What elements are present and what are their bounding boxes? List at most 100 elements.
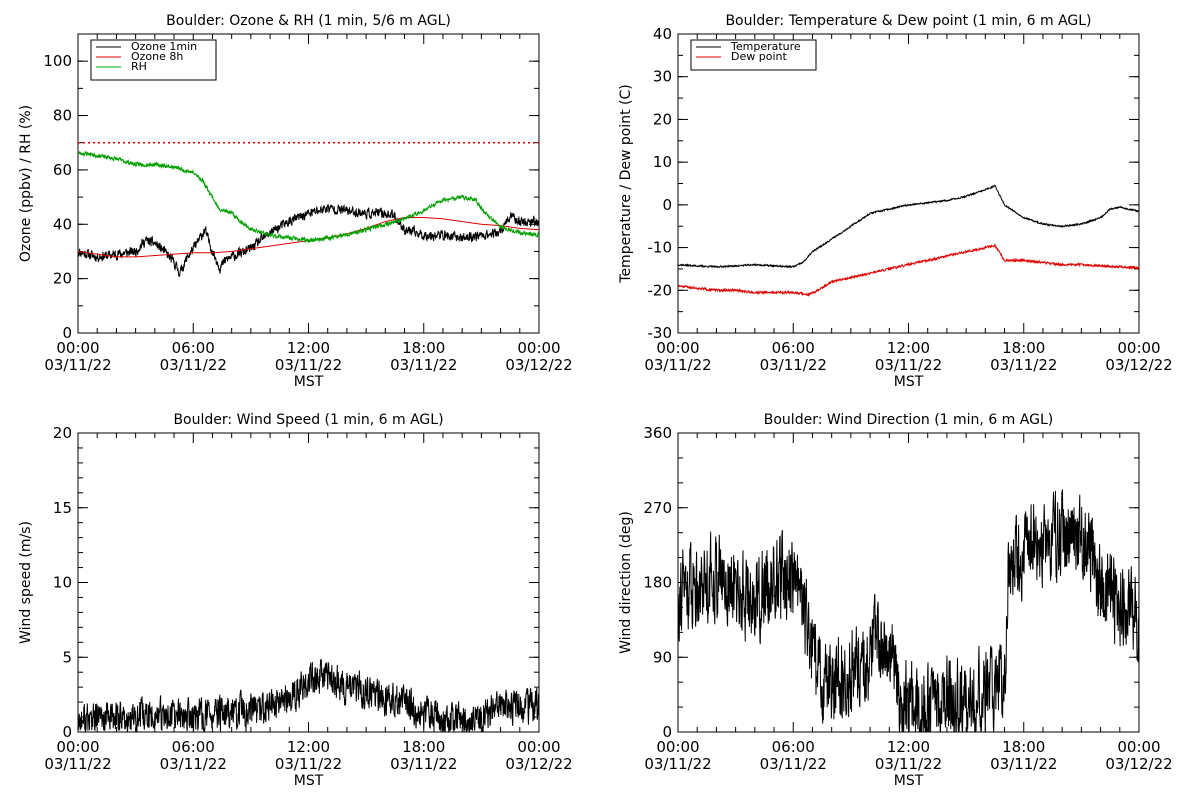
series-line-1 [678,489,1139,732]
plot-area [678,489,1139,732]
x-axis-label: MST [294,374,324,390]
series-line-2 [678,243,1139,298]
y-tick-label: 15 [53,499,72,517]
series-line-1 [78,658,539,732]
series-line-1 [78,203,539,278]
y-tick-label: 0 [662,723,672,741]
chart-panel-3: Boulder: Wind Speed (1 min, 6 m AGL) 0 5 10… [18,412,573,789]
x-tick-time: 00:00 [656,339,699,357]
x-tick-time: 06:00 [172,738,215,756]
y-tick-label: -30 [648,324,673,342]
y-axis-label: Wind direction (deg) [618,511,634,654]
chart-title: Boulder: Wind Direction (1 min, 6 m AGL) [764,412,1053,428]
x-tick-date: 03/11/22 [875,755,942,773]
y-tick-label: 180 [643,574,672,592]
x-tick-time: 06:00 [772,339,815,357]
legend-label: Ozone 1min [131,40,197,53]
x-tick-date: 03/11/22 [44,755,111,773]
legend-label: RH [131,60,147,73]
y-tick-label: 20 [653,110,672,128]
x-tick-time: 06:00 [772,738,815,756]
plot-frame [677,33,1140,334]
y-tick-label: 40 [53,215,72,233]
x-tick-time: 18:00 [402,738,445,756]
legend-box [690,39,817,71]
y-tick-label: 10 [653,153,672,171]
y-tick-label: 20 [53,270,72,288]
chart-panel-2: Boulder: Temperature & Dew point (1 min,… [618,13,1173,390]
x-tick-time: 00:00 [656,738,699,756]
y-tick-label: 90 [653,648,672,666]
x-tick-date: 03/11/22 [275,356,342,374]
x-tick-date: 03/11/22 [275,755,342,773]
y-axis-label: Temperature / Dew point (C) [618,84,634,283]
x-tick-time: 00:00 [56,738,99,756]
x-tick-time: 12:00 [887,339,930,357]
x-tick-date: 03/11/22 [390,356,457,374]
legend-label: Temperature [730,40,801,53]
x-tick-date: 03/11/22 [390,755,457,773]
y-tick-label: 270 [643,499,672,517]
x-tick-time: 12:00 [287,339,330,357]
x-tick-time: 18:00 [1002,738,1045,756]
y-tick-label: 40 [653,25,672,43]
x-tick-time: 00:00 [517,339,560,357]
x-tick-date: 03/11/22 [160,755,227,773]
y-tick-label: 0 [62,324,72,342]
x-tick-time: 00:00 [1117,339,1160,357]
y-axis-label: Ozone (ppbv) / RH (%) [18,105,34,262]
x-tick-time: 18:00 [1002,339,1045,357]
y-tick-label: 20 [53,424,72,442]
chart-panel-4: Boulder: Wind Direction (1 min, 6 m AGL)… [618,412,1173,789]
x-tick-time: 12:00 [887,738,930,756]
x-tick-date: 03/12/22 [505,755,572,773]
x-axis-label: MST [894,773,924,789]
x-tick-date: 03/11/22 [990,755,1057,773]
y-tick-label: -10 [648,239,673,257]
y-tick-label: 60 [53,161,72,179]
y-tick-label: 5 [62,648,72,666]
plot-area [78,658,539,732]
x-tick-date: 03/12/22 [1105,755,1172,773]
y-tick-label: 0 [62,723,72,741]
chart-panel-1: Boulder: Ozone & RH (1 min, 5/6 m AGL) 0 2… [18,13,573,390]
x-axis-label: MST [894,374,924,390]
x-tick-time: 00:00 [1117,738,1160,756]
x-tick-time: 00:00 [56,339,99,357]
x-tick-date: 03/12/22 [505,356,572,374]
chart-title: Boulder: Ozone & RH (1 min, 5/6 m AGL) [166,13,451,29]
x-tick-date: 03/11/22 [160,356,227,374]
x-tick-date: 03/12/22 [1105,356,1172,374]
x-tick-date: 03/11/22 [644,356,711,374]
x-tick-date: 03/11/22 [644,755,711,773]
x-tick-date: 03/11/22 [875,356,942,374]
y-tick-label: 10 [53,574,72,592]
x-tick-time: 00:00 [517,738,560,756]
y-tick-label: 360 [643,424,672,442]
y-tick-label: 0 [662,196,672,214]
plot-area [78,141,539,278]
plot-area [678,184,1139,298]
series-line-1 [678,184,1139,269]
x-axis-label: MST [294,773,324,789]
y-tick-label: -20 [648,281,673,299]
chart-title: Boulder: Temperature & Dew point (1 min,… [725,13,1091,29]
x-tick-time: 12:00 [287,738,330,756]
y-tick-label: 30 [653,68,672,86]
y-tick-label: 100 [43,52,72,70]
chart-title: Boulder: Wind Speed (1 min, 6 m AGL) [173,412,443,428]
legend-label: Dew point [731,50,787,63]
legend-label: Ozone 8h [131,50,183,63]
x-tick-time: 18:00 [402,339,445,357]
x-tick-date: 03/11/22 [760,755,827,773]
x-tick-time: 06:00 [172,339,215,357]
x-tick-date: 03/11/22 [44,356,111,374]
x-tick-date: 03/11/22 [760,356,827,374]
x-tick-date: 03/11/22 [990,356,1057,374]
y-axis-label: Wind speed (m/s) [18,521,34,644]
series-line-3 [78,150,539,244]
